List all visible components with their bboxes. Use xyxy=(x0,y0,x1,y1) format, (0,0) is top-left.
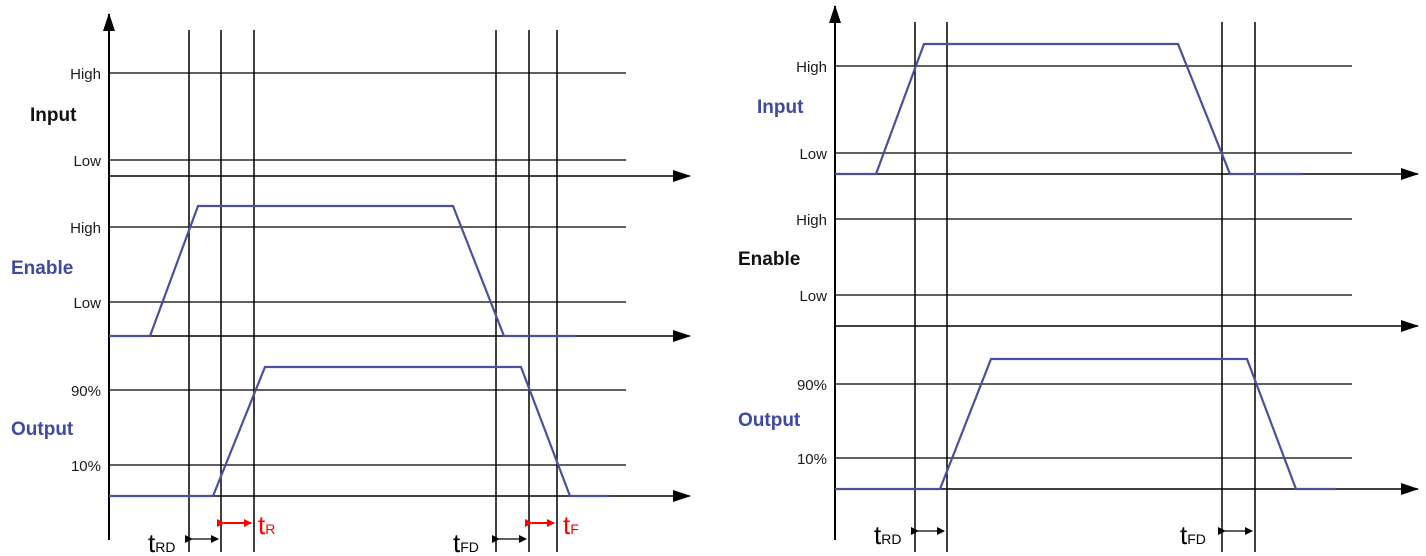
left-enable-low-label: Low xyxy=(73,295,101,312)
left-tf-label: tF xyxy=(563,510,579,540)
right-output-waveform xyxy=(835,357,1336,491)
right-output-10-label: 10% xyxy=(797,451,827,468)
left-output-waveform xyxy=(109,365,609,498)
left-trd-label: tRD xyxy=(148,528,175,556)
left-input-low-label: Low xyxy=(73,153,101,170)
right-input-high-label: High xyxy=(796,59,827,76)
left-output-90-label: 90% xyxy=(71,383,101,400)
right-trd-label: tRD xyxy=(874,520,901,550)
right-input-signal-label: Input xyxy=(757,97,804,118)
right-output-signal-label: Output xyxy=(738,410,801,431)
left-input-signal-label: Input xyxy=(30,105,77,126)
left-tr-label: tR xyxy=(258,510,275,540)
right-tfd-label: tFD xyxy=(1180,520,1206,550)
right-enable-low-label: Low xyxy=(799,288,827,305)
left-output-signal-label: Output xyxy=(11,419,74,440)
left-enable-waveform xyxy=(109,204,576,338)
left-tfd-label: tFD xyxy=(453,528,479,556)
right-enable-signal-label: Enable xyxy=(738,249,800,270)
right-output-90-label: 90% xyxy=(797,377,827,394)
left-enable-signal-label: Enable xyxy=(11,258,73,279)
left-diagram: High Input Low High Enable Low 90% Outpu… xyxy=(11,13,691,556)
left-enable-high-label: High xyxy=(70,220,101,237)
right-diagram: High Input Low High Enable Low 90% Outpu… xyxy=(738,5,1419,552)
left-input-high-label: High xyxy=(70,66,101,83)
left-output-10-label: 10% xyxy=(71,458,101,475)
right-input-waveform xyxy=(835,42,1303,176)
right-input-low-label: Low xyxy=(799,146,827,163)
right-enable-high-label: High xyxy=(796,212,827,229)
